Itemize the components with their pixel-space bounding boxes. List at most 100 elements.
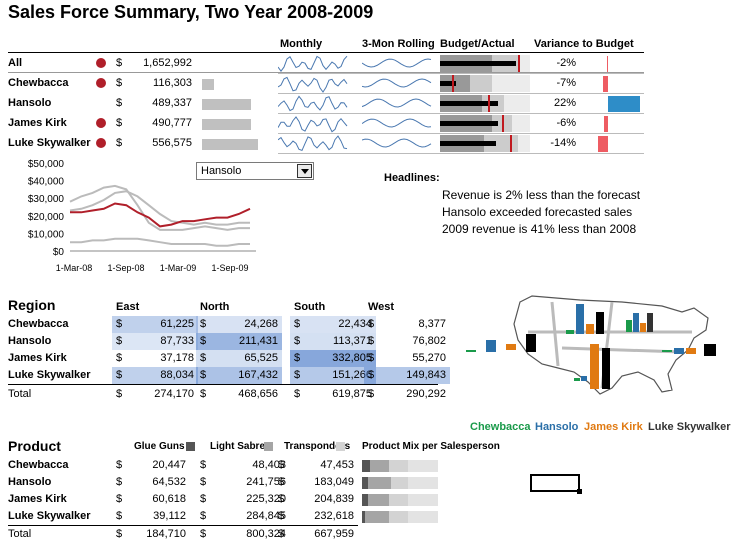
product-total-rule [8, 525, 358, 526]
region-value: 167,432 [238, 369, 278, 381]
all-row-rule [8, 72, 644, 73]
series-line [69, 184, 250, 231]
region-total-value: 619,875 [332, 388, 372, 400]
legend-james-kirk: James Kirk [584, 421, 643, 433]
fill-handle[interactable] [577, 489, 582, 494]
product-mix-segment [368, 477, 391, 489]
currency-symbol: $ [116, 57, 123, 69]
y-tick-label: $30,000 [28, 194, 65, 205]
product-value: 60,618 [152, 493, 186, 505]
budget-target-marker [488, 95, 490, 112]
monthly-sparkline [278, 76, 348, 93]
currency-symbol: $ [200, 510, 207, 522]
x-tick-label: 1-Mar-08 [56, 263, 93, 273]
region-value: 332,805 [332, 352, 372, 364]
series-line [70, 202, 251, 228]
monthly-sparkline [278, 55, 348, 72]
region-value: 76,802 [412, 335, 446, 347]
y-tick-label: $40,000 [28, 177, 65, 188]
row-divider [278, 153, 644, 154]
legend-swatch [336, 442, 345, 451]
region-value: 149,843 [406, 369, 446, 381]
currency-symbol: $ [368, 318, 375, 330]
sales-bar [202, 99, 251, 110]
region-value: 61,225 [160, 318, 194, 330]
product-mix-remainder [408, 511, 438, 523]
product-value: 183,049 [314, 476, 354, 488]
alert-dot-icon [96, 138, 106, 148]
product-total-value: 184,710 [146, 528, 186, 540]
selected-cell[interactable] [530, 474, 580, 492]
map-bar-west-chewbacca [466, 350, 476, 352]
map-bar-se-kirk [686, 348, 696, 354]
region-cell [196, 333, 282, 350]
product-mix-segment [362, 511, 365, 523]
variance-value: -6% [556, 117, 576, 129]
currency-symbol: $ [200, 528, 207, 540]
product-mix-segment [368, 494, 389, 506]
currency-symbol: $ [116, 318, 123, 330]
product-mix-remainder [408, 494, 438, 506]
region-value: 211,431 [239, 335, 278, 347]
budget-target-marker [510, 135, 512, 152]
product-row-name: Luke Skywalker [8, 510, 91, 522]
variance-bar-negative [598, 136, 608, 152]
region-row-name: James Kirk [8, 352, 67, 364]
product-row-name: Chewbacca [8, 459, 69, 471]
currency-symbol: $ [278, 510, 285, 522]
budget-target-marker [502, 115, 504, 132]
region-column-header: West [368, 301, 395, 313]
row-divider [278, 93, 644, 94]
page-title: Sales Force Summary, Two Year 2008-2009 [8, 2, 374, 22]
variance-bar-negative [604, 116, 608, 132]
variance-value: -7% [556, 77, 576, 89]
rolling-sparkline [362, 138, 432, 148]
region-total-label: Total [8, 388, 32, 400]
region-value: 65,525 [244, 352, 278, 364]
map-bar-north-hansolo [576, 304, 584, 334]
product-total-label: Total [8, 528, 32, 540]
region-cell [290, 350, 376, 367]
product-value: 225,320 [246, 493, 286, 505]
variance-value: -2% [556, 57, 576, 69]
sales-total: 556,575 [152, 137, 192, 149]
currency-symbol: $ [200, 493, 207, 505]
region-value: 88,034 [160, 369, 194, 381]
actual-bar [440, 61, 516, 66]
product-mix-segment [362, 460, 370, 472]
variance-value: 22% [553, 97, 576, 109]
sales-line-chart: $50,000 $40,000 $30,000 $20,000 $10,000 $0 1-M… [28, 159, 256, 273]
chevron-down-icon[interactable] [297, 164, 312, 178]
map-bar-south-chewbacca [574, 378, 580, 381]
map-bar-se-luke [704, 344, 716, 356]
product-column-header: Glue Guns [134, 441, 185, 452]
currency-symbol: $ [278, 476, 285, 488]
actual-bar [440, 81, 456, 86]
currency-symbol: $ [116, 117, 123, 129]
region-value: 55,270 [412, 352, 446, 364]
map-bar-west-luke [526, 334, 536, 352]
legend-chewbacca: Chewbacca [470, 421, 531, 433]
map-bar-north-kirk [586, 324, 594, 334]
sales-bar [202, 79, 214, 90]
currency-symbol: $ [278, 528, 285, 540]
product-column-header: Light Sabres [210, 441, 271, 452]
y-tick-label: $0 [53, 247, 65, 258]
product-value: 39,112 [153, 510, 186, 522]
currency-symbol: $ [200, 459, 207, 471]
headline-item: Revenue is 2% less than the forecast [442, 188, 641, 202]
sales-total: 1,652,992 [143, 57, 192, 69]
product-column-header: Transponders [284, 441, 351, 452]
monthly-sparkline [278, 95, 348, 112]
product-value: 241,756 [246, 476, 286, 488]
region-total-value: 274,170 [154, 388, 194, 400]
budget-target-marker [518, 55, 520, 72]
salesperson-dropdown[interactable]: Hansolo [196, 162, 314, 180]
currency-symbol: $ [116, 528, 123, 540]
product-total-value: 667,959 [314, 528, 354, 540]
us-map-chart [466, 295, 716, 395]
sales-total: 116,303 [153, 77, 192, 89]
alert-dot-icon [96, 78, 106, 88]
alert-dot-icon [96, 58, 106, 68]
currency-symbol: $ [116, 77, 123, 89]
